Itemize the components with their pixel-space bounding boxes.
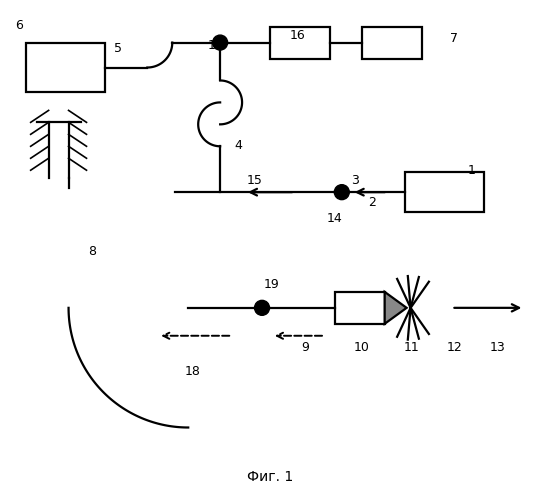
Text: 6: 6	[15, 19, 23, 32]
Text: 15: 15	[247, 174, 263, 186]
Polygon shape	[385, 292, 406, 324]
Bar	[405, 172, 485, 212]
Text: 4: 4	[234, 139, 242, 152]
Text: Фиг. 1: Фиг. 1	[247, 470, 293, 484]
Text: 14: 14	[327, 212, 343, 224]
Text: 8: 8	[88, 246, 96, 258]
Circle shape	[254, 300, 270, 316]
Text: 10: 10	[354, 341, 370, 354]
Bar	[270, 26, 330, 58]
Text: 16: 16	[290, 29, 306, 42]
Text: 7: 7	[451, 32, 459, 45]
Text: 19: 19	[264, 278, 280, 291]
Text: 2: 2	[368, 196, 376, 208]
Bar	[362, 26, 421, 58]
Text: 9: 9	[301, 341, 309, 354]
Text: 5: 5	[114, 42, 122, 55]
Bar	[26, 42, 106, 92]
Text: 1: 1	[467, 164, 475, 176]
Text: 17: 17	[207, 39, 223, 52]
Text: 12: 12	[447, 341, 462, 354]
Bar	[335, 292, 385, 324]
Text: 3: 3	[351, 174, 358, 186]
Circle shape	[334, 184, 349, 200]
Text: 13: 13	[489, 341, 505, 354]
Text: 18: 18	[184, 365, 200, 378]
Text: 11: 11	[404, 341, 419, 354]
Circle shape	[213, 35, 227, 50]
